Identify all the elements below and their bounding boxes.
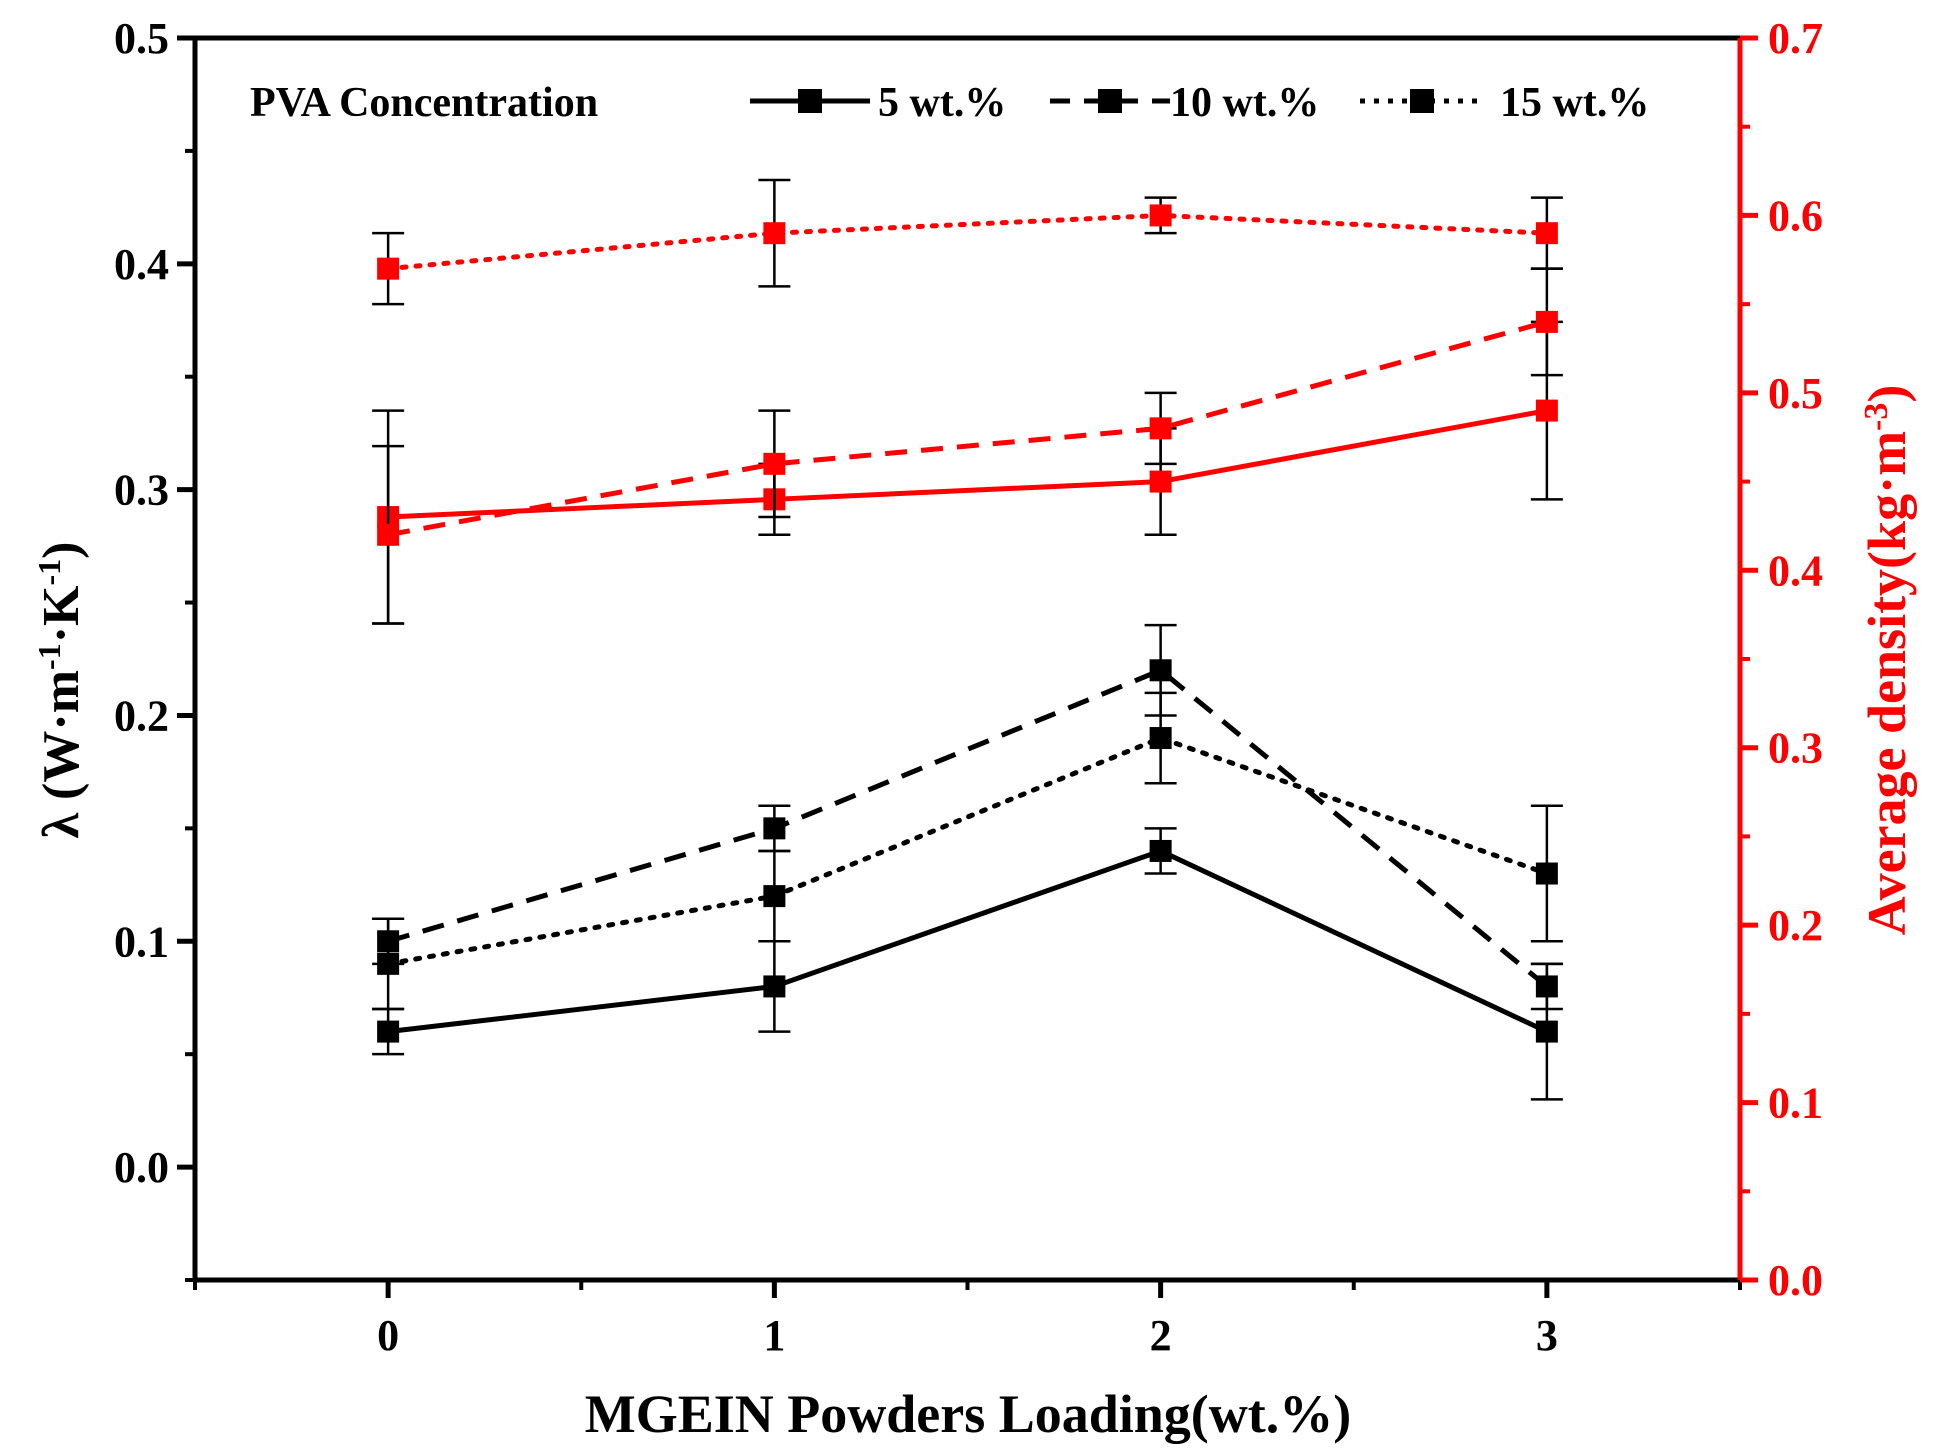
legend-label-10wt: 10 wt.% bbox=[1170, 80, 1319, 126]
y-left-tick-label: 0.5 bbox=[114, 14, 169, 63]
x-axis-label: MGEIN Powders Loading(wt.%) bbox=[585, 1384, 1352, 1444]
y-right-tick-label: 0.0 bbox=[1768, 1256, 1823, 1305]
series-line-3 bbox=[388, 408, 1548, 520]
legend-entry-10wt: 10 wt.% bbox=[1050, 80, 1319, 126]
y-right-tick-label: 0.6 bbox=[1768, 191, 1823, 240]
data-point bbox=[377, 257, 400, 280]
data-point bbox=[1535, 1020, 1558, 1043]
series-line-4 bbox=[387, 319, 1548, 538]
data-point bbox=[1149, 727, 1172, 750]
legend-marker bbox=[798, 89, 822, 113]
y-axis-left-label: λ (W·m-1·K-1) bbox=[31, 542, 90, 839]
y-right-tick-label: 0.5 bbox=[1768, 369, 1823, 418]
legend-label-15wt: 15 wt.% bbox=[1500, 80, 1649, 126]
data-point bbox=[1149, 204, 1172, 227]
legend-marker bbox=[1410, 89, 1434, 113]
legend-title: PVA Concentration bbox=[250, 80, 598, 126]
y-right-tick-label: 0.7 bbox=[1768, 14, 1823, 63]
x-tick-label: 1 bbox=[763, 1311, 785, 1360]
y-left-tick-label: 0.3 bbox=[114, 466, 169, 515]
y-right-tick-label: 0.4 bbox=[1768, 546, 1823, 595]
x-tick-label: 2 bbox=[1150, 1311, 1172, 1360]
legend-entry-5wt: 5 wt.% bbox=[750, 80, 1006, 126]
data-point bbox=[377, 523, 400, 546]
plot-layer: 0 1 2 3 0.0 0.1 0.2 0.3 0.4 0.5 0.0 0.1 0.2 0.3 0.4 0.5… bbox=[114, 14, 1823, 1360]
legend-label-5wt: 5 wt.% bbox=[878, 80, 1006, 126]
data-point bbox=[763, 452, 786, 475]
data-point bbox=[1149, 839, 1172, 862]
data-point bbox=[763, 222, 786, 245]
x-tick-label: 3 bbox=[1536, 1311, 1558, 1360]
data-point bbox=[1535, 975, 1558, 998]
y-right-tick-label: 0.1 bbox=[1768, 1079, 1823, 1128]
y-left-tick-label: 0.2 bbox=[114, 691, 169, 740]
y-left-tick-label: 0.4 bbox=[114, 240, 169, 289]
series-line-0 bbox=[387, 848, 1548, 1035]
series-line-5 bbox=[385, 212, 1550, 272]
data-point bbox=[377, 952, 400, 975]
data-point bbox=[1535, 399, 1558, 422]
y-axis-right-label: Average density(kg·m-3) bbox=[1857, 385, 1917, 936]
data-point bbox=[1535, 222, 1558, 245]
data-point bbox=[763, 885, 786, 908]
legend-entry-15wt: 15 wt.% bbox=[1360, 80, 1649, 126]
y-right-tick-label: 0.2 bbox=[1768, 901, 1823, 950]
data-point bbox=[1149, 470, 1172, 493]
y-left-tick-label: 0.0 bbox=[114, 1143, 169, 1192]
data-point bbox=[763, 975, 786, 998]
x-tick-label: 0 bbox=[377, 1311, 399, 1360]
y-right-tick-label: 0.3 bbox=[1768, 724, 1823, 773]
data-point bbox=[1535, 310, 1558, 333]
legend-marker bbox=[1098, 89, 1122, 113]
series-line-1 bbox=[387, 667, 1549, 989]
data-point bbox=[763, 817, 786, 840]
series-line-2 bbox=[385, 735, 1550, 967]
y-left-tick-label: 0.1 bbox=[114, 917, 169, 966]
data-point bbox=[1535, 862, 1558, 885]
data-point bbox=[377, 1020, 400, 1043]
data-point bbox=[1149, 659, 1172, 682]
legend: PVA Concentration 5 wt.% 10 wt.% 15 wt.% bbox=[250, 80, 1649, 126]
data-point bbox=[1149, 417, 1172, 440]
